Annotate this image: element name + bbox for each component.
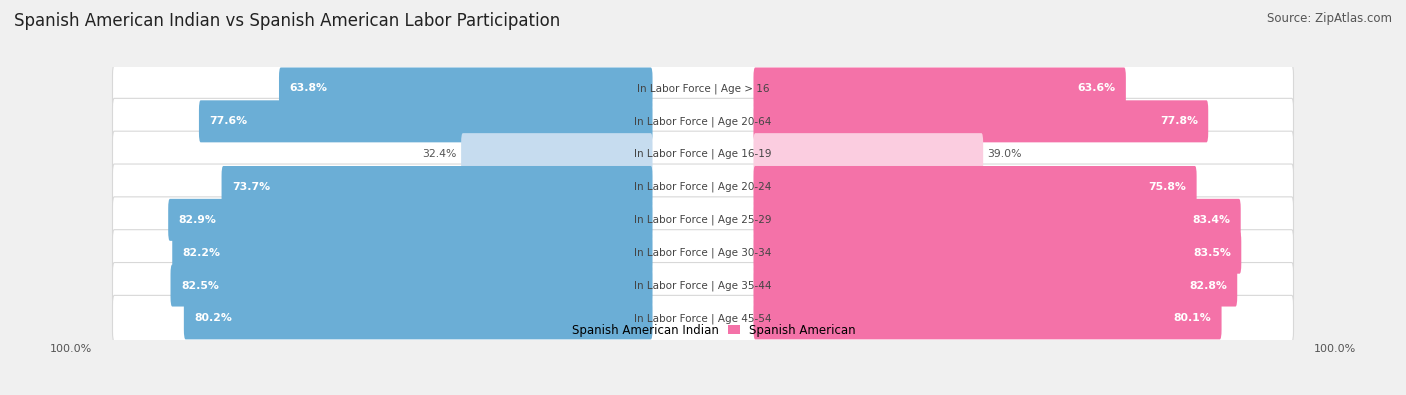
- Text: 82.9%: 82.9%: [179, 215, 217, 225]
- Text: In Labor Force | Age > 16: In Labor Force | Age > 16: [637, 83, 769, 94]
- FancyBboxPatch shape: [112, 197, 1294, 243]
- FancyBboxPatch shape: [112, 131, 1294, 177]
- FancyBboxPatch shape: [754, 68, 1126, 109]
- Text: Spanish American Indian vs Spanish American Labor Participation: Spanish American Indian vs Spanish Ameri…: [14, 12, 561, 30]
- Text: 73.7%: 73.7%: [232, 182, 270, 192]
- Text: 39.0%: 39.0%: [987, 149, 1022, 159]
- Text: 32.4%: 32.4%: [423, 149, 457, 159]
- Text: 80.2%: 80.2%: [194, 313, 232, 324]
- FancyBboxPatch shape: [112, 164, 1294, 210]
- FancyBboxPatch shape: [754, 100, 1208, 142]
- FancyBboxPatch shape: [754, 133, 983, 175]
- FancyBboxPatch shape: [112, 263, 1294, 308]
- FancyBboxPatch shape: [754, 199, 1240, 241]
- FancyBboxPatch shape: [222, 166, 652, 208]
- Text: In Labor Force | Age 20-24: In Labor Force | Age 20-24: [634, 182, 772, 192]
- FancyBboxPatch shape: [754, 166, 1197, 208]
- FancyBboxPatch shape: [112, 230, 1294, 276]
- Text: 82.5%: 82.5%: [181, 280, 219, 290]
- Text: In Labor Force | Age 25-29: In Labor Force | Age 25-29: [634, 214, 772, 225]
- FancyBboxPatch shape: [112, 295, 1294, 341]
- Text: 77.8%: 77.8%: [1160, 117, 1198, 126]
- FancyBboxPatch shape: [198, 100, 652, 142]
- Text: 63.8%: 63.8%: [290, 83, 328, 94]
- FancyBboxPatch shape: [112, 66, 1294, 111]
- Text: In Labor Force | Age 30-34: In Labor Force | Age 30-34: [634, 247, 772, 258]
- Text: In Labor Force | Age 16-19: In Labor Force | Age 16-19: [634, 149, 772, 160]
- Text: 63.6%: 63.6%: [1077, 83, 1115, 94]
- FancyBboxPatch shape: [170, 265, 652, 307]
- FancyBboxPatch shape: [461, 133, 652, 175]
- Text: In Labor Force | Age 45-54: In Labor Force | Age 45-54: [634, 313, 772, 324]
- Text: 83.4%: 83.4%: [1192, 215, 1230, 225]
- Text: 80.1%: 80.1%: [1174, 313, 1211, 324]
- FancyBboxPatch shape: [173, 231, 652, 274]
- Text: 82.2%: 82.2%: [183, 248, 221, 258]
- FancyBboxPatch shape: [278, 68, 652, 109]
- FancyBboxPatch shape: [169, 199, 652, 241]
- Text: 82.8%: 82.8%: [1189, 280, 1227, 290]
- Text: In Labor Force | Age 20-64: In Labor Force | Age 20-64: [634, 116, 772, 126]
- FancyBboxPatch shape: [184, 297, 652, 339]
- FancyBboxPatch shape: [754, 297, 1222, 339]
- FancyBboxPatch shape: [754, 231, 1241, 274]
- Text: 83.5%: 83.5%: [1192, 248, 1230, 258]
- Legend: Spanish American Indian, Spanish American: Spanish American Indian, Spanish America…: [550, 324, 856, 337]
- Text: In Labor Force | Age 35-44: In Labor Force | Age 35-44: [634, 280, 772, 291]
- Text: 75.8%: 75.8%: [1149, 182, 1187, 192]
- Text: Source: ZipAtlas.com: Source: ZipAtlas.com: [1267, 12, 1392, 25]
- Text: 77.6%: 77.6%: [209, 117, 247, 126]
- FancyBboxPatch shape: [754, 265, 1237, 307]
- FancyBboxPatch shape: [112, 98, 1294, 144]
